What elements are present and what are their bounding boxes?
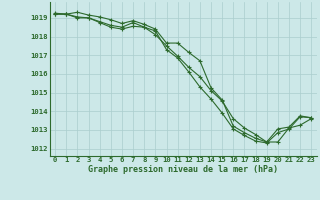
X-axis label: Graphe pression niveau de la mer (hPa): Graphe pression niveau de la mer (hPa)	[88, 165, 278, 174]
